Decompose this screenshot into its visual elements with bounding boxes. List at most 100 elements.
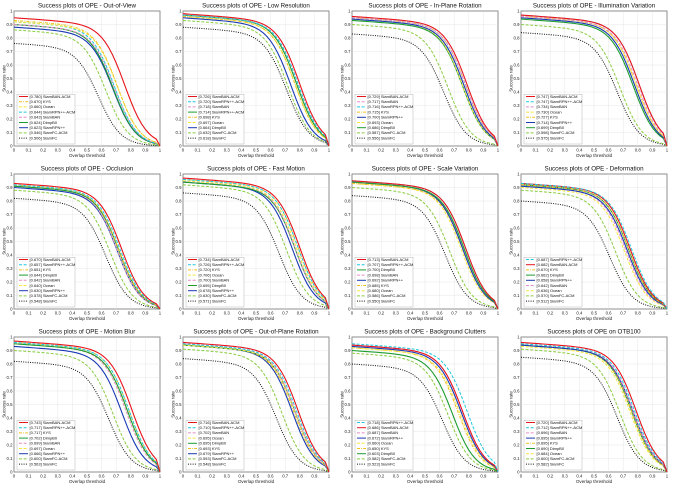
legend-entry: [0.658] SiamRPN++ xyxy=(537,278,573,283)
y-tick-label: 0.5 xyxy=(514,402,521,407)
success-plot: 00 0.1 0.1 0.2 0.2 0.3 0.3 0.4 0.4 0.5 0.5 0.6 0.6 0.… xyxy=(340,329,500,485)
legend-entry: [0.636] Ocean xyxy=(537,288,562,293)
y-tick-label: 0.1 xyxy=(514,456,521,461)
y-tick-label: 0 xyxy=(179,144,182,149)
x-tick-label: 0.9 xyxy=(311,474,318,479)
x-tick-label: 0.3 xyxy=(224,474,231,479)
x-tick-label: 0.4 xyxy=(238,148,245,153)
y-tick-label: 0.1 xyxy=(7,293,14,298)
x-tick-label: 0.5 xyxy=(591,148,598,153)
y-tick-label: 0.6 xyxy=(176,389,183,394)
x-tick-label: 0.5 xyxy=(422,311,429,316)
y-axis-label: Success rate xyxy=(171,228,176,255)
x-tick-label: 0.7 xyxy=(282,474,289,479)
x-axis-label: Overlap threshold xyxy=(69,316,106,321)
legend-entry: [0.642] SiamBAN xyxy=(537,283,568,288)
y-tick-label: 0.7 xyxy=(514,212,521,217)
x-tick-label: 0.2 xyxy=(209,311,216,316)
legend-entry: [0.550] SiamFC xyxy=(368,298,396,303)
series-line xyxy=(351,182,499,310)
y-axis-label: Success rate xyxy=(509,391,514,418)
x-tick-label: 0.2 xyxy=(209,474,216,479)
x-tick-label: 0 xyxy=(182,311,185,316)
x-tick-label: 0.6 xyxy=(437,148,444,153)
series-line xyxy=(351,195,499,310)
x-tick-label: 0.6 xyxy=(268,148,275,153)
series-line xyxy=(351,181,499,310)
series-line xyxy=(182,348,330,473)
x-tick-label: 0.4 xyxy=(238,474,245,479)
y-tick-label: 0.8 xyxy=(345,199,352,204)
series-line xyxy=(351,343,499,473)
y-tick-label: 0.7 xyxy=(345,212,352,217)
y-tick-label: 0 xyxy=(179,470,182,475)
x-tick-label: 0.4 xyxy=(576,148,583,153)
series-line xyxy=(13,340,161,473)
series-line xyxy=(520,17,668,147)
y-tick-label: 1 xyxy=(179,172,182,177)
legend-entry: [0.578] SiamFC-ACM xyxy=(30,293,68,298)
x-tick-label: 0 xyxy=(13,148,16,153)
legend-entry: [0.657] SiamRPN++-ACM xyxy=(30,262,76,267)
success-plot: 00 0.1 0.1 0.2 0.2 0.3 0.3 0.4 0.4 0.5 0.5 0.6 0.6 0.… xyxy=(340,166,500,322)
chart-title: Success plots of OPE - Scale Variation xyxy=(372,166,479,173)
y-tick-label: 0.2 xyxy=(176,117,183,122)
y-axis-label: Success rate xyxy=(340,391,345,418)
series-line xyxy=(520,343,668,473)
y-axis-label: Success rate xyxy=(340,65,345,92)
y-tick-label: 0.5 xyxy=(7,402,14,407)
legend-entry: [0.563] SiamFC xyxy=(30,461,58,466)
x-tick-label: 0.7 xyxy=(451,148,458,153)
y-tick-label: 0.2 xyxy=(514,117,521,122)
success-plot: 00 0.1 0.1 0.2 0.2 0.3 0.3 0.4 0.4 0.5 0.5 0.6 0.6 0.… xyxy=(2,3,162,159)
series-line xyxy=(520,15,668,147)
x-tick-label: 0.5 xyxy=(84,474,91,479)
y-tick-label: 0.3 xyxy=(176,266,183,271)
y-tick-label: 0.8 xyxy=(345,36,352,41)
y-tick-label: 0.1 xyxy=(176,130,183,135)
y-tick-label: 0.4 xyxy=(176,90,183,95)
x-tick-label: 0.8 xyxy=(635,148,642,153)
x-tick-label: 0.2 xyxy=(40,474,47,479)
y-tick-label: 0.9 xyxy=(514,185,521,190)
x-tick-label: 0.2 xyxy=(378,474,385,479)
legend-entry: [0.695] SiamRPN++ xyxy=(537,435,573,440)
legend-entry: [0.726] SiamBAN-ACM xyxy=(199,94,240,99)
y-tick-label: 0.5 xyxy=(176,76,183,81)
y-axis-label: Success rate xyxy=(509,65,514,92)
y-tick-label: 0.4 xyxy=(345,90,352,95)
legend-entry: [0.686] DimpB0 xyxy=(368,125,396,130)
y-tick-label: 0.4 xyxy=(514,90,521,95)
y-tick-label: 0.6 xyxy=(514,389,521,394)
x-tick-label: 0.8 xyxy=(128,311,135,316)
y-tick-label: 0.9 xyxy=(345,22,352,27)
x-tick-label: 0.5 xyxy=(253,474,260,479)
chart-panel: 0 0 0.1 0.1 0.2 0.2 0.3 0.3 0.4 0.4 0.5 0.5 0.6 0.6 0.… xyxy=(0,0,169,163)
y-tick-label: 0.3 xyxy=(7,266,14,271)
y-tick-label: 0.4 xyxy=(514,416,521,421)
y-tick-label: 0.9 xyxy=(7,22,14,27)
legend-entry: [0.727] KYS xyxy=(537,115,559,120)
x-axis-label: Overlap threshold xyxy=(238,479,275,484)
legend-box xyxy=(523,420,583,471)
legend-entry: [0.717] SiamBAN xyxy=(368,99,399,104)
y-tick-label: 0.7 xyxy=(176,49,183,54)
legend-entry: [0.699] SiamBAN xyxy=(30,441,61,446)
legend-entry: [0.512] SiamFC xyxy=(537,298,565,303)
y-tick-label: 0.2 xyxy=(7,280,14,285)
x-tick-label: 1 xyxy=(497,311,500,316)
x-tick-label: 0.5 xyxy=(84,148,91,153)
series-line xyxy=(520,182,668,310)
legend-entry: [0.702] SiamBAN xyxy=(199,430,230,435)
x-tick-label: 0.6 xyxy=(99,148,106,153)
x-tick-label: 0.9 xyxy=(480,148,487,153)
y-tick-label: 0 xyxy=(348,307,351,312)
series-line xyxy=(13,184,161,310)
y-tick-label: 1 xyxy=(348,9,351,14)
y-tick-label: 0.9 xyxy=(514,22,521,27)
x-tick-label: 0.2 xyxy=(209,148,216,153)
y-tick-label: 0.9 xyxy=(345,348,352,353)
series-line xyxy=(182,15,330,147)
series-line xyxy=(182,177,330,310)
chart-title: Success plots of OPE - Out-of-Plane Rota… xyxy=(193,329,319,336)
